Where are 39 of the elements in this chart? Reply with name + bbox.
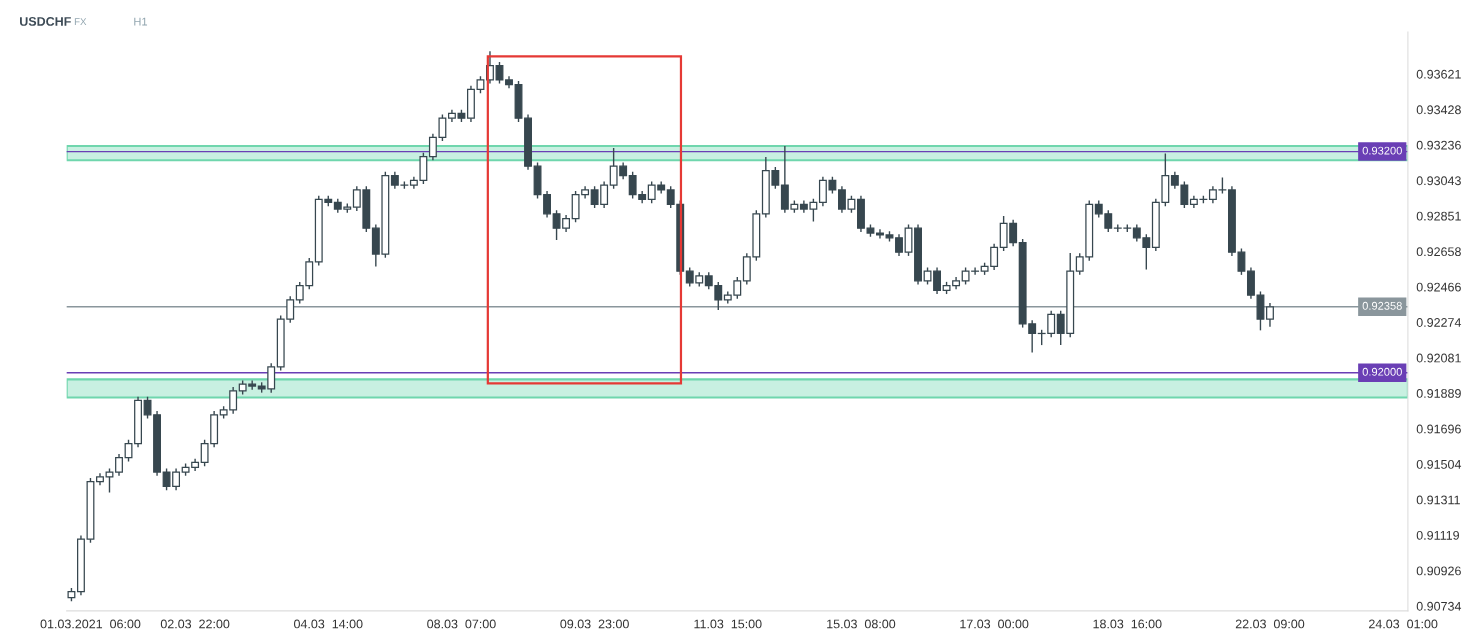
y-tick-label: 0.91311 [1416,495,1460,505]
y-tick-label: 0.93621 [1416,69,1461,79]
y-tick-label: 0.93043 [1416,176,1461,186]
y-tick-label: 0.93428 [1416,105,1461,115]
candlestick [495,61,504,85]
y-tick-label: 0.91696 [1416,424,1461,434]
y-tick-label: 0.92274 [1416,318,1462,327]
x-tick-label: 01.03.2021 06:00 [40,619,141,629]
y-tick-label: 0.91889 [1416,388,1461,398]
y-tick-label: 0.92658 [1416,247,1461,257]
x-tick-label: 18.03 16:00 [1093,619,1162,629]
ref-line-label: 0.92358 [1362,301,1402,310]
candlestick [895,233,903,257]
ref-line-label: 0.92000 [1362,367,1402,376]
ref-line-label: 0.93200 [1362,146,1402,155]
x-tick-label: 11.03 15:00 [694,619,762,629]
y-tick-label: 0.90734 [1416,601,1462,611]
x-tick-label: 04.03 14:00 [294,619,363,629]
y-tick-label: 0.91504 [1416,459,1462,469]
y-tick-label: 0.92851 [1416,211,1461,221]
x-tick-label: 24.03 01:00 [1369,619,1438,629]
y-tick-label: 0.90926 [1416,566,1461,576]
text: H1 [134,17,148,26]
x-tick-label: 09.03 23:00 [560,619,629,629]
y-tick-label: 0.92081 [1416,353,1461,363]
candlestick [876,228,884,240]
chart-title: USDCHF [20,17,71,26]
candlestick [115,453,123,477]
candlestick [105,467,114,494]
x-tick-label: 15.03 08:00 [827,619,896,629]
x-tick-label: 17.03 00:00 [960,619,1029,629]
candlestick [1266,302,1274,328]
text: FX [74,18,87,26]
y-tick-label: 0.92466 [1416,282,1461,292]
y-tick-label: 0.91119 [1416,530,1459,540]
y-tick-label: 0.93236 [1416,140,1461,150]
x-tick-label: 22.03 09:00 [1235,619,1305,629]
x-tick-label: 08.03 07:00 [427,619,496,629]
x-tick-label: 02.03 22:00 [160,619,230,629]
